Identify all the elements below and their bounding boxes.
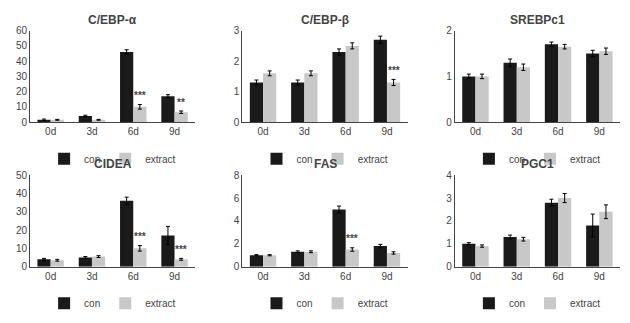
svg-text:**: ** (177, 97, 185, 108)
svg-text:***: *** (388, 65, 400, 76)
svg-text:extract: extract (570, 154, 600, 165)
svg-text:10: 10 (16, 101, 28, 112)
svg-text:9d: 9d (594, 271, 605, 282)
svg-text:20: 20 (16, 225, 28, 236)
svg-text:***: *** (134, 90, 146, 101)
svg-text:con: con (297, 154, 313, 165)
svg-text:3d: 3d (299, 126, 310, 137)
svg-text:8: 8 (234, 170, 240, 181)
svg-text:***: *** (346, 233, 358, 244)
svg-text:6d: 6d (128, 271, 139, 282)
svg-text:2: 2 (446, 25, 452, 36)
svg-text:60: 60 (16, 25, 28, 36)
svg-text:0d: 0d (257, 126, 268, 137)
svg-text:3d: 3d (86, 126, 97, 137)
svg-text:0d: 0d (45, 126, 56, 137)
svg-text:9d: 9d (169, 126, 180, 137)
svg-text:1: 1 (234, 86, 240, 97)
svg-text:con: con (84, 154, 100, 165)
svg-text:con: con (297, 298, 313, 309)
svg-text:extract: extract (358, 298, 388, 309)
svg-text:40: 40 (16, 188, 28, 199)
svg-text:***: *** (175, 244, 187, 255)
svg-text:9d: 9d (381, 271, 392, 282)
svg-text:2: 2 (446, 215, 452, 226)
svg-text:SREBPc1: SREBPc1 (510, 13, 565, 27)
svg-text:C/EBP-β: C/EBP-β (301, 13, 349, 27)
svg-text:FAS: FAS (314, 157, 337, 171)
svg-text:extract: extract (358, 154, 388, 165)
svg-text:3: 3 (446, 193, 452, 204)
svg-text:50: 50 (16, 40, 28, 51)
svg-text:6d: 6d (340, 126, 351, 137)
svg-text:4: 4 (234, 215, 240, 226)
svg-text:40: 40 (16, 56, 28, 67)
svg-text:0d: 0d (45, 271, 56, 282)
svg-text:3d: 3d (86, 271, 97, 282)
svg-text:con: con (509, 298, 525, 309)
svg-text:50: 50 (16, 170, 28, 181)
svg-text:***: *** (134, 231, 146, 242)
svg-text:9d: 9d (594, 126, 605, 137)
svg-text:3d: 3d (511, 271, 522, 282)
svg-text:0: 0 (21, 117, 27, 128)
svg-text:0d: 0d (470, 271, 481, 282)
svg-text:6: 6 (234, 193, 240, 204)
svg-text:3d: 3d (299, 271, 310, 282)
svg-text:0: 0 (21, 261, 27, 272)
svg-text:0: 0 (234, 117, 240, 128)
svg-text:6d: 6d (128, 126, 139, 137)
svg-text:6d: 6d (552, 271, 563, 282)
svg-text:30: 30 (16, 206, 28, 217)
svg-text:0: 0 (446, 117, 452, 128)
svg-text:extract: extract (145, 298, 175, 309)
svg-text:3: 3 (234, 25, 240, 36)
svg-text:C/EBP-α: C/EBP-α (88, 13, 137, 27)
svg-text:con: con (84, 298, 100, 309)
svg-text:0: 0 (234, 261, 240, 272)
svg-text:extract: extract (570, 298, 600, 309)
svg-text:6d: 6d (552, 126, 563, 137)
svg-text:9d: 9d (169, 271, 180, 282)
svg-text:2: 2 (234, 56, 240, 67)
svg-text:3d: 3d (511, 126, 522, 137)
svg-text:9d: 9d (381, 126, 392, 137)
svg-text:0: 0 (446, 261, 452, 272)
svg-text:10: 10 (16, 243, 28, 254)
svg-text:2: 2 (234, 238, 240, 249)
svg-text:6d: 6d (340, 271, 351, 282)
svg-text:30: 30 (16, 71, 28, 82)
svg-text:20: 20 (16, 86, 28, 97)
svg-text:4: 4 (446, 170, 452, 181)
svg-text:CIDEA: CIDEA (94, 157, 132, 171)
svg-text:0d: 0d (470, 126, 481, 137)
svg-text:extract: extract (145, 154, 175, 165)
svg-text:PGC1: PGC1 (521, 157, 554, 171)
svg-text:con: con (509, 154, 525, 165)
svg-text:1: 1 (446, 238, 452, 249)
svg-text:1: 1 (446, 71, 452, 82)
svg-text:0d: 0d (257, 271, 268, 282)
